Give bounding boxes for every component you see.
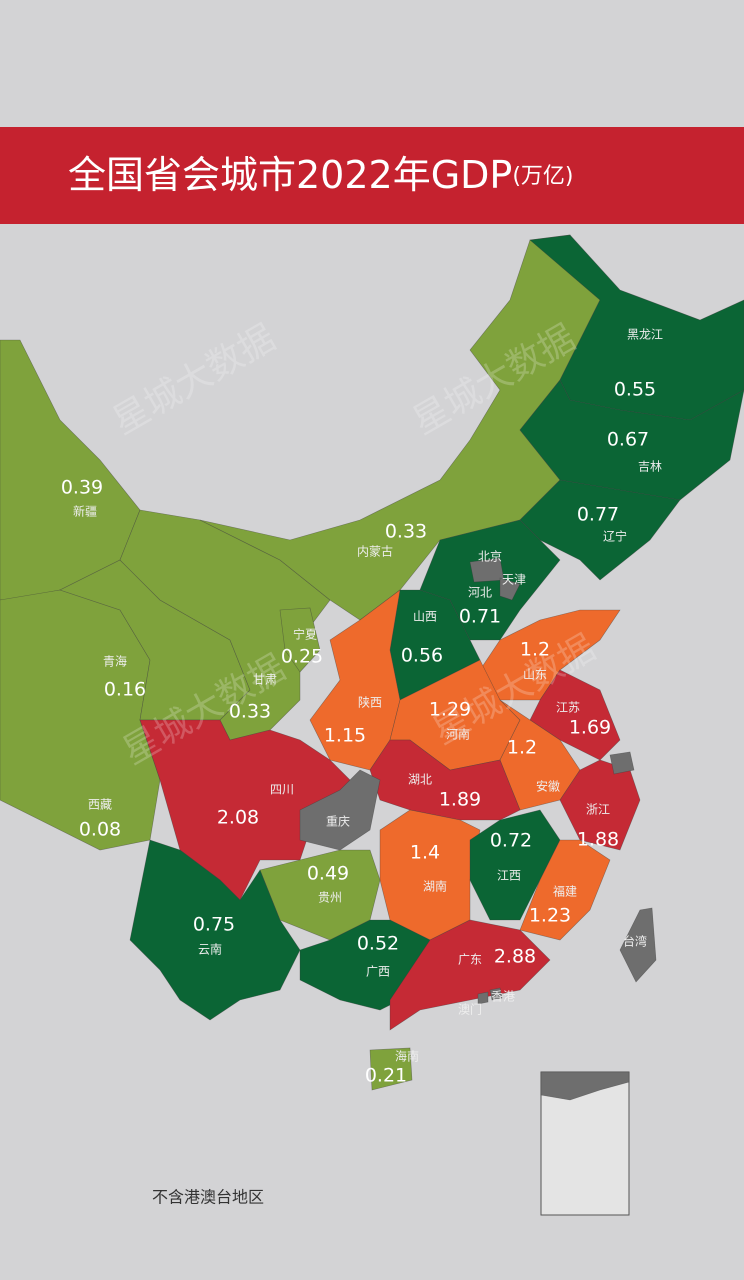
footnote: 不含港澳台地区 xyxy=(152,1188,264,1207)
province-shape xyxy=(129,839,301,1021)
province-shape xyxy=(519,479,681,581)
province-value: 0.52 xyxy=(357,933,399,955)
province-value: 0.33 xyxy=(229,701,271,723)
province-name: 河南 xyxy=(446,727,470,742)
province-name: 内蒙古 xyxy=(357,544,393,559)
province-name: 新疆 xyxy=(73,504,97,519)
province-name: 广西 xyxy=(366,965,390,979)
province-value: 0.08 xyxy=(79,819,121,841)
province-name: 西藏 xyxy=(88,798,112,812)
province-name: 澳门 xyxy=(458,1002,482,1017)
title-unit: (万亿) xyxy=(512,164,573,189)
province-name: 天津 xyxy=(502,573,526,587)
province-name: 黑龙江 xyxy=(627,328,663,342)
province-shape xyxy=(369,1047,413,1091)
province-name: 贵州 xyxy=(318,891,342,905)
province-shape xyxy=(379,809,481,941)
province-name: 山东 xyxy=(523,668,547,682)
province-name: 陕西 xyxy=(358,695,382,710)
province-name: 江苏 xyxy=(556,701,580,715)
province-value: 0.21 xyxy=(365,1065,407,1087)
province-name: 台湾 xyxy=(623,934,647,949)
province-value: 0.56 xyxy=(401,645,443,667)
title-bar xyxy=(0,127,744,224)
province-name: 广东 xyxy=(458,953,482,967)
province-shape xyxy=(499,577,521,601)
province-name: 北京 xyxy=(478,550,502,564)
province-shape xyxy=(489,987,503,1001)
province-name: 辽宁 xyxy=(603,529,627,544)
province-shape xyxy=(299,769,381,851)
province-name: 云南 xyxy=(198,942,222,957)
province-value: 0.71 xyxy=(459,606,501,628)
province-shape xyxy=(259,849,381,941)
inset-land xyxy=(540,1071,630,1101)
province-value: 0.67 xyxy=(607,429,649,451)
province-value: 1.15 xyxy=(324,725,366,747)
province-name: 青海 xyxy=(103,654,127,669)
title-text: 全国省会城市2022年GDP xyxy=(68,153,512,197)
province-value: 2.08 xyxy=(217,807,259,829)
province-name: 海南 xyxy=(395,1049,419,1064)
province-name: 香港 xyxy=(491,990,515,1004)
province-value: 1.69 xyxy=(569,717,611,739)
province-value: 0.25 xyxy=(281,646,323,668)
province-value: 0.49 xyxy=(307,863,349,885)
province-name: 河北 xyxy=(468,586,492,600)
province-name: 湖南 xyxy=(423,879,447,894)
title: 全国省会城市2022年GDP(万亿) xyxy=(68,153,574,197)
province-shape xyxy=(559,759,641,851)
province-value: 1.29 xyxy=(429,699,471,721)
province-value: 0.72 xyxy=(490,830,532,852)
province-value: 0.33 xyxy=(385,521,427,543)
province-shape xyxy=(369,739,521,821)
province-value: 0.16 xyxy=(104,679,146,701)
province-name: 甘肃 xyxy=(253,673,277,687)
province-name: 湖北 xyxy=(408,772,432,787)
province-value: 1.23 xyxy=(529,905,571,927)
province-value: 0.77 xyxy=(577,504,619,526)
province-name: 安徽 xyxy=(536,779,560,794)
shanghai-shape xyxy=(609,751,635,775)
province-value: 2.88 xyxy=(494,946,536,968)
province-value: 1.88 xyxy=(577,829,619,851)
province-name: 吉林 xyxy=(638,460,662,474)
province-name: 宁夏 xyxy=(293,627,317,642)
province-value: 1.4 xyxy=(410,842,440,864)
province-shape xyxy=(477,991,489,1005)
province-value: 1.89 xyxy=(439,789,481,811)
province-shape xyxy=(279,607,321,673)
province-shape xyxy=(619,907,657,983)
province-value: 0.75 xyxy=(193,914,235,936)
province-name: 福建 xyxy=(553,884,577,899)
province-name: 浙江 xyxy=(586,803,610,817)
province-value: 1.2 xyxy=(520,639,550,661)
province-value: 0.39 xyxy=(61,477,103,499)
province-name: 江西 xyxy=(497,869,521,883)
province-value: 0.55 xyxy=(614,379,656,401)
province-shape xyxy=(519,839,611,941)
province-name: 山西 xyxy=(413,610,437,624)
province-value: 1.2 xyxy=(507,737,537,759)
province-name: 重庆 xyxy=(326,815,350,829)
province-name: 四川 xyxy=(270,783,294,797)
